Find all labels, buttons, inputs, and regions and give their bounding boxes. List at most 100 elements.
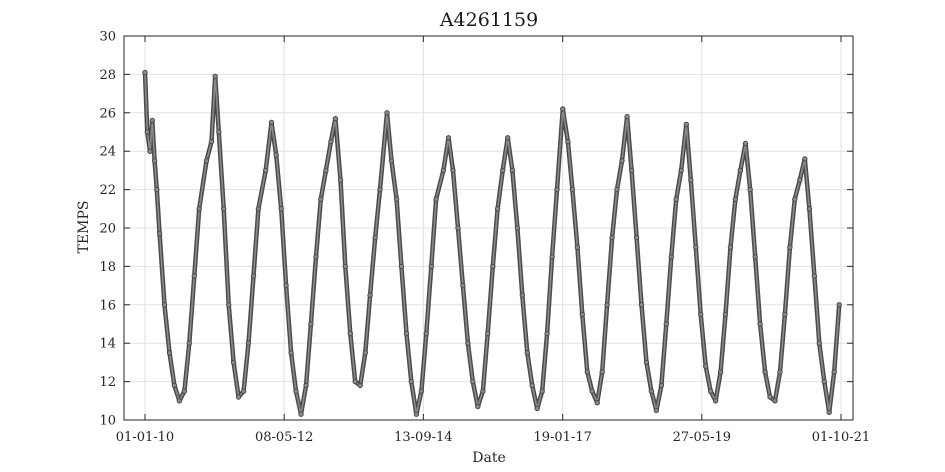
data-point	[643, 359, 650, 366]
data-point	[352, 378, 358, 385]
data-point	[470, 378, 476, 385]
data-point	[161, 302, 168, 308]
data-point	[727, 244, 734, 250]
data-point	[308, 321, 314, 327]
data-point	[403, 330, 410, 337]
data-point	[826, 409, 832, 415]
data-point	[604, 302, 610, 308]
data-point	[574, 244, 581, 250]
data-point	[717, 369, 724, 375]
data-point	[732, 196, 739, 202]
data-point	[196, 206, 202, 212]
y-tick-label: 18	[99, 260, 116, 275]
data-point	[151, 158, 158, 164]
data-point	[293, 388, 299, 394]
data-point	[388, 158, 395, 164]
data-point	[298, 411, 304, 417]
data-point	[408, 378, 414, 385]
data-point	[433, 196, 439, 202]
data-point	[283, 282, 289, 289]
data-point	[313, 254, 319, 260]
data-point	[816, 340, 822, 346]
data-point	[569, 186, 576, 193]
data-point	[255, 206, 262, 212]
data-point	[226, 302, 232, 308]
data-point	[318, 196, 324, 202]
data-point	[377, 186, 383, 193]
chart-title: A4261159	[439, 9, 538, 31]
tick-labels: 10 12 14 16 18 20 22 24 26 28 30 01-01-10 08-05-12 13…	[99, 30, 870, 446]
axes	[123, 35, 854, 421]
data-point	[191, 273, 198, 279]
data-point	[821, 378, 827, 385]
data-point	[628, 167, 635, 174]
y-tick-label: 14	[99, 337, 116, 352]
data-point	[144, 129, 151, 135]
data-point	[806, 206, 813, 212]
data-point	[154, 186, 160, 193]
data-point	[357, 382, 363, 389]
data-point	[831, 369, 837, 375]
data-point	[250, 273, 257, 279]
data-point	[772, 398, 778, 404]
data-point	[147, 148, 153, 154]
grid	[124, 36, 853, 420]
data-point	[216, 129, 222, 135]
data-point	[703, 363, 709, 369]
x-tick-label: 19-01-17	[533, 430, 591, 445]
data-point	[465, 340, 471, 346]
data-point	[323, 167, 329, 174]
data-point	[440, 167, 447, 174]
data-point	[549, 254, 555, 260]
data-point	[757, 321, 763, 327]
plot-frame	[123, 35, 854, 421]
data-point	[712, 398, 719, 404]
data-point	[288, 350, 294, 356]
y-tick-label: 24	[99, 145, 116, 160]
data-point	[450, 167, 456, 174]
data-point	[413, 411, 420, 417]
data-point	[782, 311, 788, 318]
data-point	[221, 206, 227, 212]
data-point	[384, 110, 390, 116]
data-point	[362, 350, 368, 356]
data-point	[544, 330, 550, 337]
data-point	[619, 158, 625, 164]
data-point	[303, 382, 309, 389]
data-point	[514, 225, 521, 231]
data-point	[624, 113, 630, 120]
data-point	[599, 369, 605, 375]
data-point	[445, 135, 452, 141]
data-point	[278, 206, 284, 212]
data-point	[792, 196, 798, 202]
data-point	[658, 382, 665, 389]
data-point	[698, 311, 704, 318]
data-point	[418, 388, 425, 394]
data-point	[688, 177, 694, 183]
y-tick-label: 26	[99, 106, 116, 121]
data-point	[268, 119, 275, 126]
data-point	[648, 388, 655, 394]
y-tick-label: 16	[99, 298, 116, 313]
data-point	[519, 292, 525, 298]
data-point	[490, 263, 496, 270]
data-point	[186, 340, 193, 346]
data-point	[811, 273, 818, 279]
data-point	[500, 167, 506, 174]
data-point	[235, 394, 242, 400]
data-point	[230, 359, 237, 366]
y-tick-label: 20	[99, 222, 116, 237]
data-point	[245, 340, 252, 346]
data-point	[767, 394, 773, 400]
data-point	[428, 263, 434, 270]
y-tick-label: 22	[99, 183, 116, 198]
x-tick-label: 27-05-19	[673, 430, 731, 445]
data-point	[797, 177, 803, 183]
data-point	[565, 138, 571, 145]
data-point	[263, 167, 269, 174]
data-point	[693, 244, 699, 250]
data-point	[609, 234, 615, 241]
data-point	[579, 311, 585, 318]
